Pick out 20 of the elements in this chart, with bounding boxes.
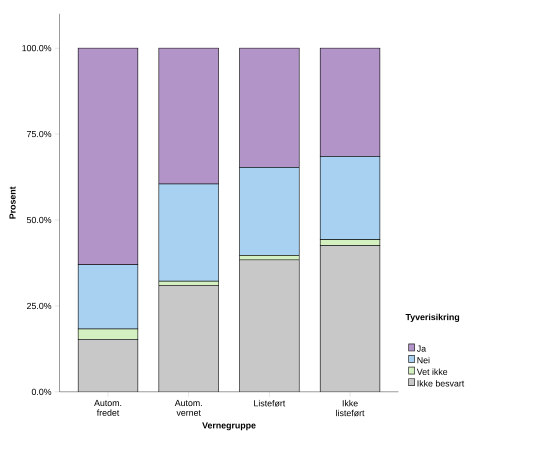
legend-label: Nei: [418, 356, 430, 364]
y-tick-label: 75.0%: [27, 131, 52, 138]
x-axis-title: Vernegruppe: [202, 422, 256, 430]
x-tick-label: Ikke listeført: [336, 400, 364, 416]
y-tick-label: 25.0%: [27, 302, 52, 310]
bar: [158, 285, 219, 392]
legend-title: Tyverisikring: [406, 314, 460, 322]
y-tick-label: 0.0%: [32, 388, 52, 396]
y-tick-label: 100.0%: [22, 45, 52, 52]
x-tick-label: Autom. vernet: [174, 400, 202, 416]
y-axis-title: Prosent: [9, 186, 16, 219]
legend-label: Ikke besvart: [418, 380, 464, 387]
x-tick-label: Autom. fredet: [94, 400, 122, 416]
x-tick-label: Listeført: [254, 400, 286, 407]
bar: [78, 339, 138, 392]
legend-label: Vet ikke: [416, 368, 448, 376]
legend-label: Ja: [416, 346, 426, 352]
bar: [240, 260, 300, 392]
y-tick-label: 50.0%: [26, 216, 52, 224]
bar: [320, 245, 380, 392]
